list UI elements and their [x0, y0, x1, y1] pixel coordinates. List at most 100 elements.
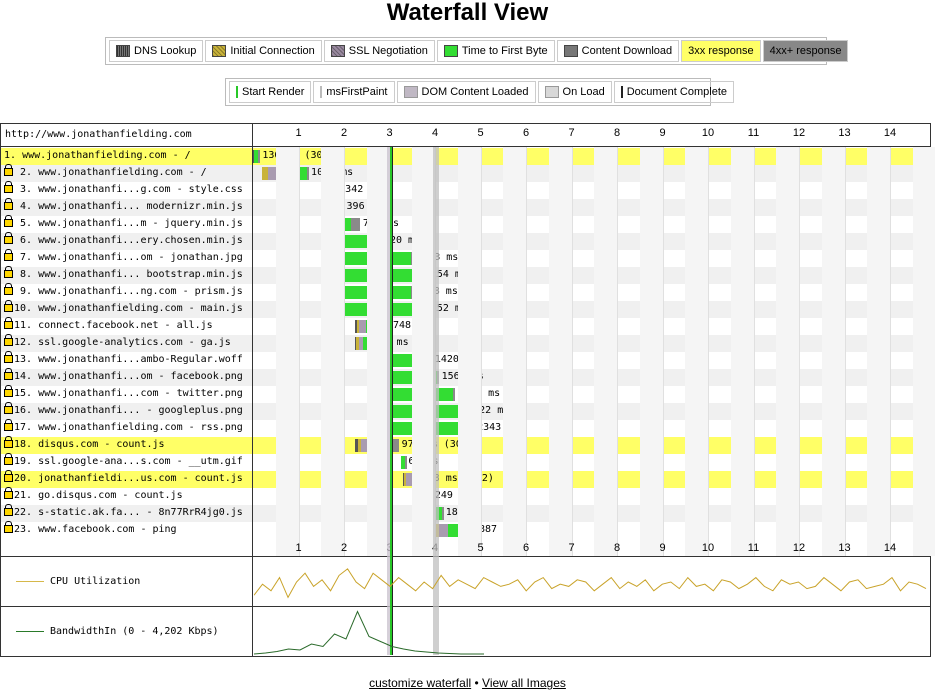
grid-line — [662, 147, 664, 556]
grid-line — [617, 147, 618, 556]
request-url: www.jonathanfi...om - facebook.png — [38, 371, 243, 382]
legend-swatch — [563, 45, 578, 57]
legend-item-4: Content Download — [556, 40, 680, 62]
bar-conn — [404, 473, 407, 486]
grid-band — [366, 147, 390, 556]
request-url: www.jonathanfi...g.com - style.css — [38, 184, 243, 195]
event-legend-item-3: On Load — [537, 81, 612, 103]
page-url-header: http://www.jonathanfielding.com — [5, 129, 192, 140]
request-number: 2. — [14, 167, 33, 178]
request-number: 7. — [14, 252, 33, 263]
tick-label: 6 — [522, 542, 530, 554]
bar-ttfb — [363, 337, 369, 350]
grid-band — [821, 147, 845, 556]
cpu-label: CPU Utilization — [16, 576, 140, 587]
legend-item-0: DNS Lookup — [109, 40, 204, 62]
tick-label: 7 — [568, 542, 575, 554]
legend-item-1: Initial Connection — [205, 40, 322, 62]
request-url: www.jonathanfi... modernizr.min.js — [38, 201, 243, 212]
request-duration: 1420 ms — [434, 354, 477, 365]
tick-label: 14 — [883, 542, 897, 554]
request-url: www.jonathanfi...om - jonathan.jpg — [38, 252, 243, 263]
event-legend-label: Start Render — [242, 86, 305, 98]
request-label: 3. www.jonathanfi...g.com - style.css — [4, 181, 243, 195]
request-number: 21. — [14, 490, 33, 501]
request-label: 15. www.jonathanfi...com - twitter.png — [4, 385, 243, 399]
lock-icon — [4, 283, 13, 295]
tick-label: 10 — [701, 542, 715, 554]
request-label: 22. s-static.ak.fa... - 8n77RrR4jg0.js — [4, 504, 243, 518]
request-number: 17. — [14, 422, 33, 433]
legend-item-label: SSL Negotiation — [348, 45, 428, 57]
legend-item-label: Initial Connection — [230, 45, 315, 57]
customize-waterfall-link[interactable]: customize waterfall — [369, 676, 472, 690]
request-label: 11. connect.facebook.net - all.js — [4, 317, 213, 331]
bandwidth-divider — [1, 606, 930, 607]
grid-band — [776, 147, 799, 556]
event-legend-swatch — [620, 86, 623, 98]
event-legend-label: Document Complete — [626, 86, 727, 98]
grid-band — [867, 147, 890, 556]
view-all-images-link[interactable]: View all Images — [482, 676, 566, 690]
request-number: 9. — [14, 286, 33, 297]
bandwidth-legend-line — [16, 631, 44, 632]
grid-line — [480, 147, 482, 556]
bar-dl — [441, 507, 444, 520]
bar-dns — [355, 320, 358, 333]
bandwidth-line — [254, 610, 484, 655]
lock-icon — [4, 266, 13, 278]
lock-icon — [4, 521, 13, 533]
column-divider — [252, 124, 253, 656]
request-url: www.jonathanfi... bootstrap.min.js — [38, 269, 243, 280]
document-complete-marker — [392, 147, 394, 655]
request-label: 18. disqus.com - count.js — [4, 436, 165, 450]
tick-label: 11 — [747, 127, 760, 139]
legend-page-events: Start Render msFirstPaint DOM Content Load… — [225, 78, 734, 106]
tick-label: 7 — [568, 127, 575, 139]
request-url: ssl.google-ana...s.com - __utm.gif — [38, 456, 243, 467]
grid-line — [708, 147, 709, 556]
bar-dl — [404, 456, 407, 469]
tick-label: 5 — [477, 542, 484, 554]
lock-icon — [4, 181, 13, 193]
request-duration: 2122 ms — [467, 405, 510, 416]
request-url: www.jonathanfi... - googleplus.png — [38, 405, 243, 416]
event-legend-item-0: Start Render — [229, 81, 312, 103]
grid-band — [412, 147, 435, 556]
request-number: 15. — [14, 388, 33, 399]
lock-icon — [4, 317, 13, 329]
event-legend-label: DOM Content Loaded — [421, 86, 529, 98]
legend-item-2: SSL Negotiation — [323, 40, 435, 62]
request-number: 12. — [14, 337, 33, 348]
request-label: 17. www.jonathanfielding.com - rss.png — [4, 419, 243, 433]
request-number: 5. — [14, 218, 33, 229]
lock-icon — [4, 470, 13, 482]
on-load-marker — [432, 147, 439, 655]
request-label: 20. jonathanfieldi...us.com - count.js — [4, 470, 243, 484]
request-url: www.facebook.com - ping — [38, 524, 177, 535]
request-label: 13. www.jonathanfi...ambo-Regular.woff — [4, 351, 243, 365]
request-label: 19. ssl.google-ana...s.com - __utm.gif — [4, 453, 243, 467]
request-number: 18. — [14, 439, 33, 450]
request-url: disqus.com - count.js — [38, 439, 165, 450]
request-number: 1. — [4, 150, 17, 161]
tick-label: 5 — [477, 127, 484, 139]
legend-item-label: 3xx response — [688, 45, 754, 57]
request-duration: 348 ms (302) — [422, 473, 494, 484]
bar-dl — [258, 150, 261, 163]
lock-icon — [4, 249, 13, 261]
event-legend-swatch — [403, 86, 418, 98]
bandwidth-label: BandwidthIn (0 - 4,202 Kbps) — [16, 626, 219, 637]
legend-item-6: 4xx+ response — [762, 40, 849, 62]
request-url: www.jonathanfielding.com - main.js — [38, 303, 243, 314]
request-label: 2. www.jonathanfielding.com - / — [4, 164, 207, 178]
lock-icon — [4, 215, 13, 227]
legend-swatch — [116, 45, 130, 57]
request-label: 12. ssl.google-analytics.com - ga.js — [4, 334, 231, 348]
bandwidth-graph — [254, 610, 484, 655]
bar-conn — [357, 439, 362, 452]
bar-dl — [453, 388, 456, 401]
request-label: 9. www.jonathanfi...ng.com - prism.js — [4, 283, 243, 297]
tick-label: 8 — [613, 542, 621, 554]
request-number: 22. — [14, 507, 33, 518]
